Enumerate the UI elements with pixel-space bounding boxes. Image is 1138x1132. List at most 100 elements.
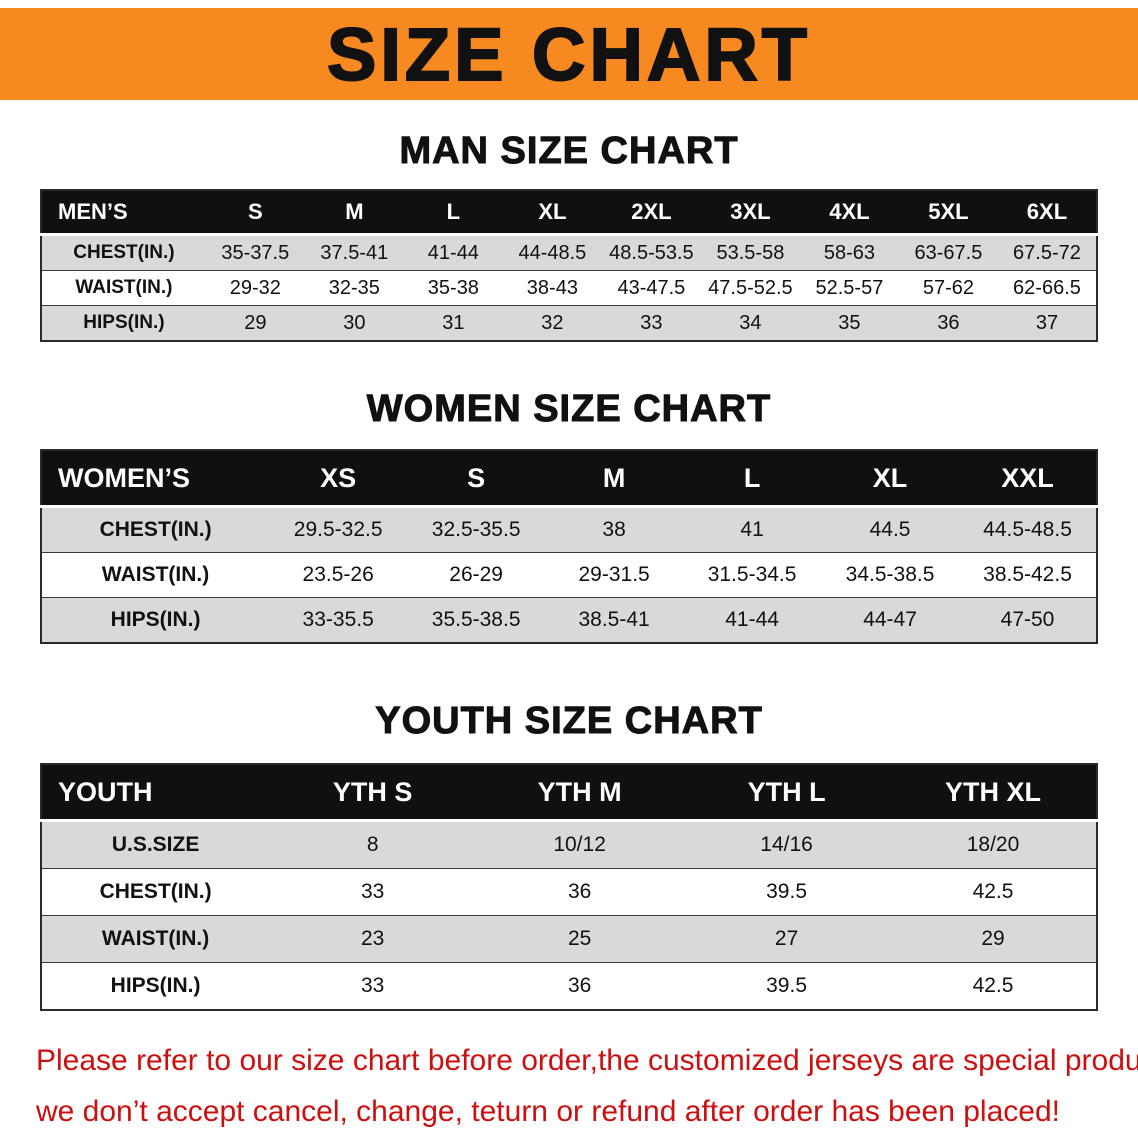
- table-row: WAIST(IN.) 23 25 27 29: [41, 915, 1097, 963]
- column-header: 5XL: [898, 190, 998, 236]
- youth-size-section: YOUTH SIZE CHART YOUTH YTH S YTH M YTH L YTH…: [0, 700, 1138, 1011]
- table-header-row: WOMEN’S XS S M L XL XXL: [41, 450, 1097, 508]
- row-label: WAIST(IN.): [41, 915, 270, 963]
- column-header: YTH XL: [890, 764, 1097, 822]
- table-cell: 38.5-42.5: [959, 552, 1097, 598]
- table-cell: 38.5-41: [545, 597, 684, 643]
- table-cell: 30: [304, 305, 404, 341]
- row-label: HIPS(IN.): [41, 597, 270, 643]
- table-cell: 35.5-38.5: [407, 597, 546, 643]
- table-cell: 38-43: [502, 270, 602, 306]
- column-header: M: [304, 190, 404, 236]
- table-cell: 48.5-53.5: [601, 234, 701, 271]
- table-cell: 23: [269, 915, 477, 963]
- table-cell: 33: [601, 305, 701, 341]
- table-cell: 42.5: [890, 868, 1097, 916]
- table-cell: 41-44: [403, 234, 503, 271]
- table-cell: 10/12: [476, 820, 684, 869]
- table-header-row: YOUTH YTH S YTH M YTH L YTH XL: [41, 764, 1097, 822]
- table-header-row: MEN’S S M L XL 2XL 3XL 4XL 5XL 6XL: [41, 190, 1097, 236]
- table-cell: 29: [890, 915, 1097, 963]
- row-label: HIPS(IN.): [41, 962, 270, 1010]
- table-row: CHEST(IN.) 33 36 39.5 42.5: [41, 868, 1097, 916]
- table-cell: 32-35: [304, 270, 404, 306]
- table-cell: 36: [898, 305, 998, 341]
- table-cell: 23.5-26: [269, 552, 408, 598]
- table-cell: 44-48.5: [502, 234, 602, 271]
- column-header: L: [683, 450, 822, 508]
- table-cell: 34.5-38.5: [821, 552, 960, 598]
- table-corner-label: MEN’S: [41, 190, 206, 236]
- table-cell: 41-44: [683, 597, 822, 643]
- column-header: XXL: [959, 450, 1097, 508]
- row-label: CHEST(IN.): [41, 234, 206, 271]
- table-cell: 43-47.5: [601, 270, 701, 306]
- table-row: U.S.SIZE 8 10/12 14/16 18/20: [41, 820, 1097, 869]
- table-cell: 62-66.5: [997, 270, 1097, 306]
- column-header: S: [407, 450, 546, 508]
- table-cell: 33: [269, 868, 477, 916]
- table-cell: 36: [476, 868, 684, 916]
- row-label: HIPS(IN.): [41, 305, 206, 341]
- table-cell: 31: [403, 305, 503, 341]
- table-cell: 26-29: [407, 552, 546, 598]
- women-chart-heading: WOMEN SIZE CHART: [366, 388, 772, 431]
- table-cell: 35: [799, 305, 899, 341]
- table-row: WAIST(IN.) 23.5-26 26-29 29-31.5 31.5-34.5 34…: [41, 552, 1097, 598]
- table-cell: 35-37.5: [205, 234, 305, 271]
- table-cell: 37.5-41: [304, 234, 404, 271]
- column-header: XL: [502, 190, 602, 236]
- table-cell: 32.5-35.5: [407, 506, 546, 553]
- table-corner-label: YOUTH: [41, 764, 270, 822]
- table-cell: 38: [545, 506, 684, 553]
- table-cell: 39.5: [683, 962, 891, 1010]
- table-cell: 39.5: [683, 868, 891, 916]
- men-size-table: MEN’S S M L XL 2XL 3XL 4XL 5XL 6XL CHEST(IN.) 35-37…: [40, 189, 1098, 342]
- table-row: HIPS(IN.) 33-35.5 35.5-38.5 38.5-41 41-44 44-…: [41, 597, 1097, 643]
- table-cell: 8: [269, 820, 477, 869]
- youth-size-table: YOUTH YTH S YTH M YTH L YTH XL U.S.SIZE 8 10/12…: [40, 763, 1098, 1011]
- table-cell: 29.5-32.5: [269, 506, 408, 553]
- table-cell: 52.5-57: [799, 270, 899, 306]
- table-cell: 58-63: [799, 234, 899, 271]
- column-header: L: [403, 190, 503, 236]
- table-cell: 25: [476, 915, 684, 963]
- column-header: YTH L: [683, 764, 891, 822]
- table-cell: 44.5: [821, 506, 960, 553]
- column-header: 2XL: [601, 190, 701, 236]
- footer-line2: we don’t accept cancel, change, teturn o…: [36, 1094, 1060, 1128]
- table-row: CHEST(IN.) 29.5-32.5 32.5-35.5 38 41 44.5 44.5…: [41, 506, 1097, 553]
- youth-chart-heading: YOUTH SIZE CHART: [375, 700, 763, 743]
- table-cell: 44-47: [821, 597, 960, 643]
- row-label: WAIST(IN.): [41, 552, 270, 598]
- table-cell: 44.5-48.5: [959, 506, 1097, 553]
- table-corner-label: WOMEN’S: [41, 450, 270, 508]
- table-cell: 34: [700, 305, 800, 341]
- table-cell: 42.5: [890, 962, 1097, 1010]
- table-cell: 63-67.5: [898, 234, 998, 271]
- table-cell: 14/16: [683, 820, 891, 869]
- table-cell: 47-50: [959, 597, 1097, 643]
- column-header: XL: [821, 450, 960, 508]
- table-cell: 36: [476, 962, 684, 1010]
- row-label: CHEST(IN.): [41, 868, 270, 916]
- column-header: 6XL: [997, 190, 1097, 236]
- row-label: WAIST(IN.): [41, 270, 206, 306]
- row-label: CHEST(IN.): [41, 506, 270, 553]
- column-header: S: [205, 190, 305, 236]
- man-chart-heading: MAN SIZE CHART: [399, 130, 739, 173]
- size-table: WOMEN’S XS S M L XL XXL CHEST(IN.) 29.5-32.5 32.5…: [40, 449, 1098, 644]
- table-cell: 33: [269, 962, 477, 1010]
- table-cell: 67.5-72: [997, 234, 1097, 271]
- table-cell: 47.5-52.5: [700, 270, 800, 306]
- table-row: CHEST(IN.) 35-37.5 37.5-41 41-44 44-48.5 48.5…: [41, 234, 1097, 271]
- man-size-section: MAN SIZE CHART MEN’S S M L XL 2XL 3XL 4XL 5XL 6XL…: [0, 130, 1138, 342]
- size-table: MEN’S S M L XL 2XL 3XL 4XL 5XL 6XL CHEST(IN.) 35-37…: [40, 189, 1098, 342]
- size-table: YOUTH YTH S YTH M YTH L YTH XL U.S.SIZE 8 10/12…: [40, 763, 1098, 1011]
- table-cell: 18/20: [890, 820, 1097, 869]
- women-size-table: WOMEN’S XS S M L XL XXL CHEST(IN.) 29.5-32.5 32.5…: [40, 449, 1098, 644]
- banner: SIZE CHART: [0, 8, 1138, 100]
- column-header: 4XL: [799, 190, 899, 236]
- table-cell: 35-38: [403, 270, 503, 306]
